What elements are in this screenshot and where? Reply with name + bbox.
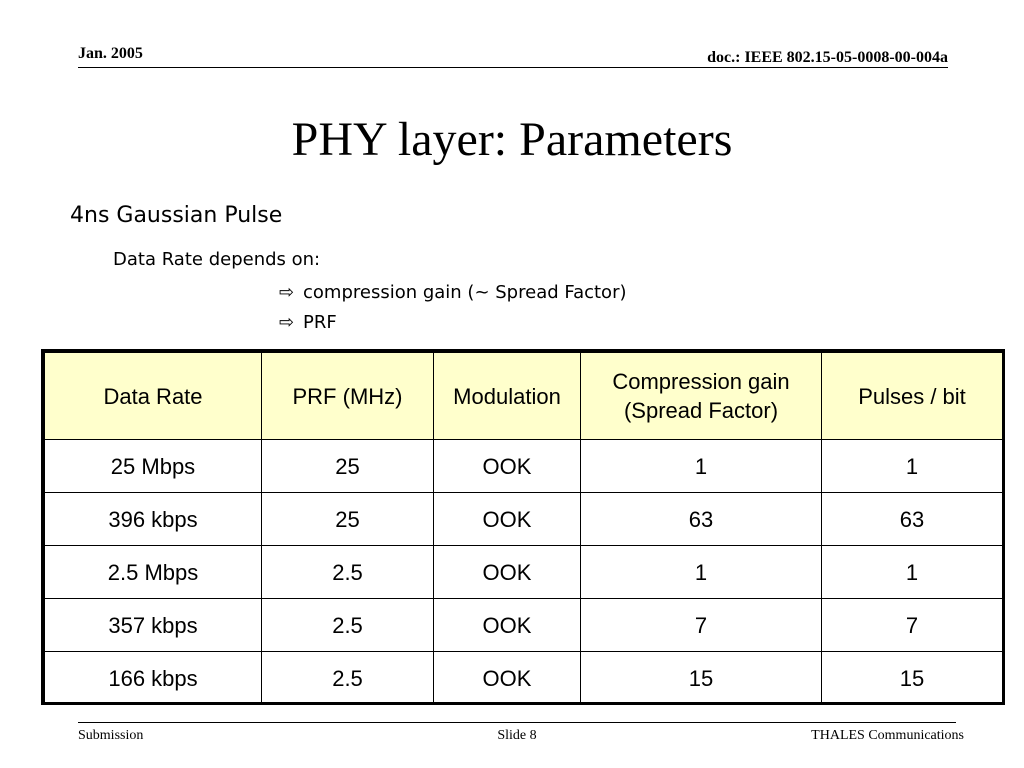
cell-data-rate: 166 kbps: [44, 651, 262, 705]
table-row: 166 kbps 2.5 OOK 15 15: [44, 651, 1003, 705]
cell-prf: 25: [261, 492, 434, 546]
footer-divider: [78, 722, 956, 723]
cell-compression-gain: 1: [580, 439, 822, 493]
bullet-text: PRF: [303, 312, 337, 333]
cell-pulses-per-bit: 1: [821, 439, 1003, 493]
cell-data-rate: 25 Mbps: [44, 439, 262, 493]
header-date: Jan. 2005: [78, 45, 143, 62]
cell-prf: 25: [261, 439, 434, 493]
cell-prf: 2.5: [261, 651, 434, 705]
table-row: 357 kbps 2.5 OOK 7 7: [44, 598, 1003, 652]
column-header-compression-gain: Compression gain (Spread Factor): [580, 352, 822, 440]
column-header-pulses-per-bit: Pulses / bit: [821, 352, 1003, 440]
cell-pulses-per-bit: 7: [821, 598, 1003, 652]
cell-modulation: OOK: [433, 492, 581, 546]
cell-compression-gain: 7: [580, 598, 822, 652]
cell-modulation: OOK: [433, 598, 581, 652]
column-header-data-rate: Data Rate: [44, 352, 262, 440]
header-doc-id: doc.: IEEE 802.15-05-0008-00-004a: [707, 49, 948, 66]
cell-compression-gain: 63: [580, 492, 822, 546]
cell-data-rate: 357 kbps: [44, 598, 262, 652]
column-header-prf: PRF (MHz): [261, 352, 434, 440]
table-row: 25 Mbps 25 OOK 1 1: [44, 439, 1003, 493]
cell-pulses-per-bit: 63: [821, 492, 1003, 546]
bullet-text: compression gain (~ Spread Factor): [303, 282, 627, 303]
bullet-level3-prf: ⇨ PRF: [279, 311, 337, 335]
cell-prf: 2.5: [261, 545, 434, 599]
table-header-row: Data Rate PRF (MHz) Modulation Compressi…: [44, 352, 1003, 440]
hollow-arrow-icon: ⇨: [279, 312, 295, 333]
slide-title: PHY layer: Parameters: [291, 113, 733, 166]
cell-data-rate: 396 kbps: [44, 492, 262, 546]
cell-modulation: OOK: [433, 545, 581, 599]
cell-data-rate: 2.5 Mbps: [44, 545, 262, 599]
parameters-table: Data Rate PRF (MHz) Modulation Compressi…: [41, 349, 1005, 705]
header-divider: [78, 67, 948, 68]
footer-submission: Submission: [78, 728, 144, 743]
table-row: 396 kbps 25 OOK 63 63: [44, 492, 1003, 546]
cell-pulses-per-bit: 15: [821, 651, 1003, 705]
cell-compression-gain: 15: [580, 651, 822, 705]
table-row: 2.5 Mbps 2.5 OOK 1 1: [44, 545, 1003, 599]
bullet-level3-compression-gain: ⇨ compression gain (~ Spread Factor): [279, 281, 627, 305]
bullet-level1: 4ns Gaussian Pulse: [70, 203, 283, 228]
bullet-level2: Data Rate depends on:: [113, 249, 321, 270]
cell-modulation: OOK: [433, 651, 581, 705]
footer-slide-number: Slide 8: [497, 728, 537, 743]
cell-pulses-per-bit: 1: [821, 545, 1003, 599]
cell-compression-gain: 1: [580, 545, 822, 599]
column-header-modulation: Modulation: [433, 352, 581, 440]
hollow-arrow-icon: ⇨: [279, 282, 295, 303]
footer-organization: THALES Communications: [811, 728, 964, 743]
cell-prf: 2.5: [261, 598, 434, 652]
cell-modulation: OOK: [433, 439, 581, 493]
